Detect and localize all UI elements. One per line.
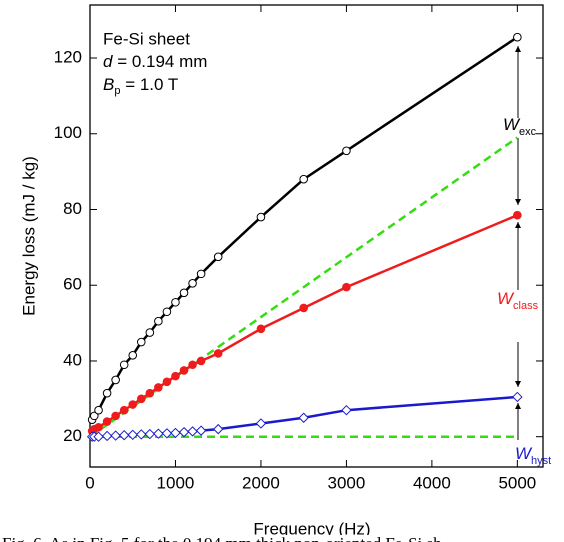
- marker: [213, 349, 223, 358]
- annotation-sub: hyst: [531, 455, 551, 467]
- marker: [102, 388, 112, 398]
- x-tick-label: 4000: [413, 473, 451, 492]
- annotation-text: = 1.0 T: [120, 75, 178, 94]
- marker: [513, 32, 522, 42]
- marker: [299, 303, 308, 313]
- y-tick-label: 60: [63, 275, 82, 294]
- y-tick-label: 80: [63, 199, 82, 218]
- marker: [136, 429, 147, 440]
- annotation: d = 0.194 mm: [103, 52, 207, 71]
- annotation: Wclass: [497, 289, 539, 311]
- x-tick-label: 1000: [157, 473, 195, 492]
- x-axis-label: Frequency (Hz): [253, 519, 370, 538]
- marker: [342, 146, 351, 156]
- marker: [196, 269, 206, 279]
- marker: [94, 422, 103, 432]
- marker: [342, 282, 351, 292]
- marker: [256, 212, 266, 222]
- marker: [213, 423, 224, 435]
- annotation: Wexc: [503, 115, 537, 137]
- marker: [94, 405, 103, 415]
- marker: [119, 405, 129, 415]
- x-tick-label: 0: [85, 473, 94, 492]
- series-line: [89, 136, 519, 438]
- y-tick-label: 100: [54, 123, 82, 142]
- annotation-symbol: d: [103, 52, 113, 71]
- marker: [118, 429, 130, 441]
- x-tick-label: 3000: [328, 473, 366, 492]
- marker: [162, 307, 172, 317]
- marker: [101, 430, 113, 442]
- marker: [119, 360, 129, 370]
- series-line: [91, 36, 519, 421]
- marker: [341, 404, 352, 416]
- marker: [93, 431, 104, 442]
- caption: Fig. 6. As in Fig. 5 for the 0.194 mm th…: [2, 534, 442, 542]
- marker: [298, 412, 309, 423]
- marker: [154, 316, 163, 326]
- marker: [255, 418, 267, 429]
- marker: [154, 383, 163, 392]
- marker: [136, 337, 146, 347]
- caption-backdrop: [0, 535, 564, 542]
- marker: [89, 411, 99, 421]
- y-axis-label: Energy loss (mJ / kg): [19, 156, 38, 316]
- marker: [513, 210, 522, 220]
- marker: [162, 377, 172, 387]
- annotation-symbol: W: [515, 444, 533, 463]
- marker: [110, 430, 121, 441]
- marker: [171, 297, 180, 307]
- annotation-sub: p: [114, 85, 120, 97]
- x-tick-label: 2000: [242, 473, 280, 492]
- marker: [299, 174, 308, 184]
- marker: [153, 428, 164, 439]
- marker: [111, 411, 120, 421]
- marker: [128, 400, 138, 409]
- marker: [145, 388, 155, 398]
- marker: [144, 428, 156, 440]
- marker: [102, 417, 112, 426]
- marker: [171, 371, 180, 381]
- annotation-text: = 0.194 mm: [112, 52, 207, 71]
- annotation: Bp = 1.0 T: [103, 75, 178, 96]
- marker: [178, 426, 190, 438]
- marker: [188, 279, 197, 288]
- y-tick-label: 40: [63, 350, 82, 369]
- annotation-symbol: W: [497, 289, 515, 308]
- marker: [136, 394, 146, 404]
- marker: [187, 426, 198, 437]
- marker: [213, 252, 223, 262]
- marker: [128, 350, 138, 360]
- annotation-sub: class: [513, 300, 539, 312]
- marker: [127, 429, 138, 441]
- annotation: Fe-Si sheet: [103, 29, 190, 48]
- y-tick-label: 120: [54, 48, 82, 67]
- marker: [179, 288, 189, 298]
- annotation-symbol: W: [503, 115, 521, 134]
- marker: [256, 324, 266, 334]
- marker: [111, 375, 120, 385]
- marker: [195, 425, 207, 436]
- plot-frame: [89, 4, 544, 468]
- annotation-symbol: B: [103, 75, 114, 94]
- marker: [188, 360, 197, 370]
- annotation: Whyst: [515, 444, 551, 466]
- marker: [145, 328, 155, 337]
- marker: [161, 428, 173, 439]
- x-tick-label: 5000: [498, 473, 536, 492]
- marker: [179, 366, 189, 375]
- marker: [170, 427, 181, 439]
- marker: [512, 391, 523, 403]
- marker: [196, 356, 206, 366]
- annotation-sub: exc: [519, 126, 537, 138]
- y-tick-label: 20: [63, 426, 82, 445]
